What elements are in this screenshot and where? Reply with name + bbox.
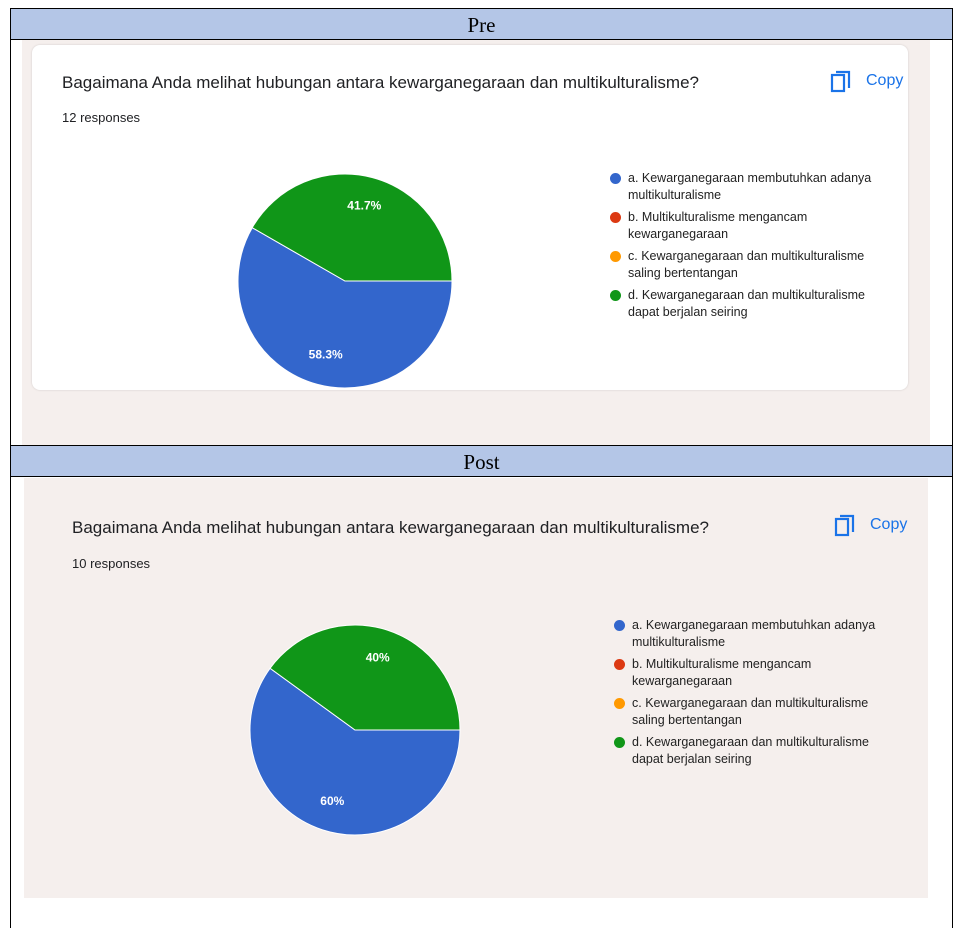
slice-label: 40% <box>366 650 390 664</box>
copy-icon-back <box>834 517 850 537</box>
legend-dot <box>614 620 625 631</box>
copy-icon[interactable] <box>830 70 852 94</box>
copy-icon-front <box>836 70 851 88</box>
card <box>32 45 908 390</box>
legend-dot <box>614 659 625 670</box>
slice-label: 58.3% <box>309 348 343 362</box>
response-count: 12 responses <box>62 110 141 125</box>
legend: a. Kewarganegaraan membutuhkan adanya mu… <box>614 617 877 773</box>
legend: a. Kewarganegaraan membutuhkan adanya mu… <box>610 170 873 326</box>
legend-label: b. Multikulturalisme mengancam kewargane… <box>628 210 808 241</box>
pie-slice <box>237 227 453 389</box>
legend-item: b. Multikulturalisme mengancam kewargane… <box>614 656 877 690</box>
row-header: Post <box>10 445 953 477</box>
legend-label: a. Kewarganegaraan membutuhkan adanya mu… <box>628 171 872 202</box>
slice-label: 41.7% <box>347 199 381 213</box>
legend-dot <box>614 737 625 748</box>
legend-dot <box>610 290 621 301</box>
chart-title: Bagaimana Anda melihat hubungan antara k… <box>72 518 709 537</box>
pie-slice <box>249 667 461 836</box>
legend-label: d. Kewarganegaraan dan multikulturalisme… <box>628 288 865 319</box>
legend-item: d. Kewarganegaraan dan multikulturalisme… <box>610 287 873 321</box>
legend-item: d. Kewarganegaraan dan multikulturalisme… <box>614 734 877 768</box>
legend-label: a. Kewarganegaraan membutuhkan adanya mu… <box>632 618 876 649</box>
chart-title: Bagaimana Anda melihat hubungan antara k… <box>62 73 699 92</box>
copy-button[interactable]: Copy <box>870 516 908 533</box>
copy-icon[interactable] <box>834 514 856 538</box>
legend-item: b. Multikulturalisme mengancam kewargane… <box>610 209 873 243</box>
legend-dot <box>610 173 621 184</box>
legend-dot <box>610 251 621 262</box>
legend-label: c. Kewarganegaraan dan multikulturalisme… <box>632 696 869 727</box>
legend-dot <box>610 212 621 223</box>
legend-item: c. Kewarganegaraan dan multikulturalisme… <box>614 695 877 729</box>
legend-item: a. Kewarganegaraan membutuhkan adanya mu… <box>610 170 873 204</box>
legend-item: a. Kewarganegaraan membutuhkan adanya mu… <box>614 617 877 651</box>
pie-slice <box>269 624 461 731</box>
copy-button[interactable]: Copy <box>866 72 904 89</box>
panel <box>24 478 928 898</box>
response-count: 10 responses <box>72 556 151 571</box>
pie-slice <box>251 173 453 282</box>
legend-dot <box>614 698 625 709</box>
legend-label: c. Kewarganegaraan dan multikulturalisme… <box>628 249 865 280</box>
legend-label: d. Kewarganegaraan dan multikulturalisme… <box>632 735 869 766</box>
row-header: Pre <box>10 8 953 40</box>
copy-icon-back <box>830 73 846 93</box>
legend-item: c. Kewarganegaraan dan multikulturalisme… <box>610 248 873 282</box>
legend-label: b. Multikulturalisme mengancam kewargane… <box>632 657 812 688</box>
copy-icon-front <box>840 514 855 532</box>
slice-label: 60% <box>320 794 344 808</box>
